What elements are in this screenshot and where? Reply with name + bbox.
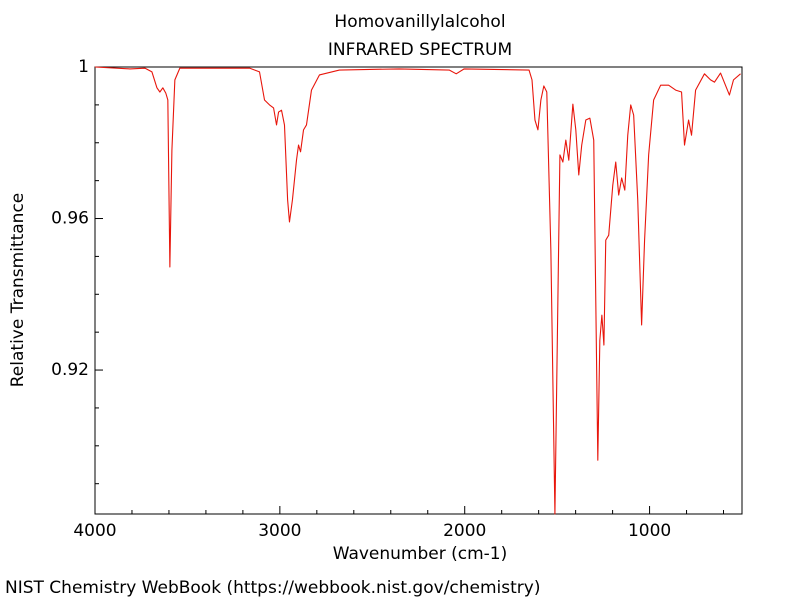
chart-subtitle: INFRARED SPECTRUM	[328, 40, 512, 60]
x-tick-label: 1000	[628, 521, 671, 541]
x-axis-label: Wavenumber (cm-1)	[333, 544, 508, 564]
x-tick-label: 2000	[443, 521, 486, 541]
spectrum-line	[94, 66, 741, 515]
y-tick-label: 0.96	[51, 209, 89, 229]
x-tick-label: 3000	[258, 521, 301, 541]
plot-frame	[94, 66, 743, 515]
chart-title: Homovanillylalcohol	[334, 12, 505, 32]
y-tick-label: 0.92	[51, 360, 89, 380]
source-note: NIST Chemistry WebBook (https://webbook.…	[5, 578, 540, 598]
y-axis-label: Relative Transmittance	[8, 193, 28, 388]
y-tick-label: 1	[78, 57, 89, 77]
x-tick-label: 4000	[73, 521, 116, 541]
